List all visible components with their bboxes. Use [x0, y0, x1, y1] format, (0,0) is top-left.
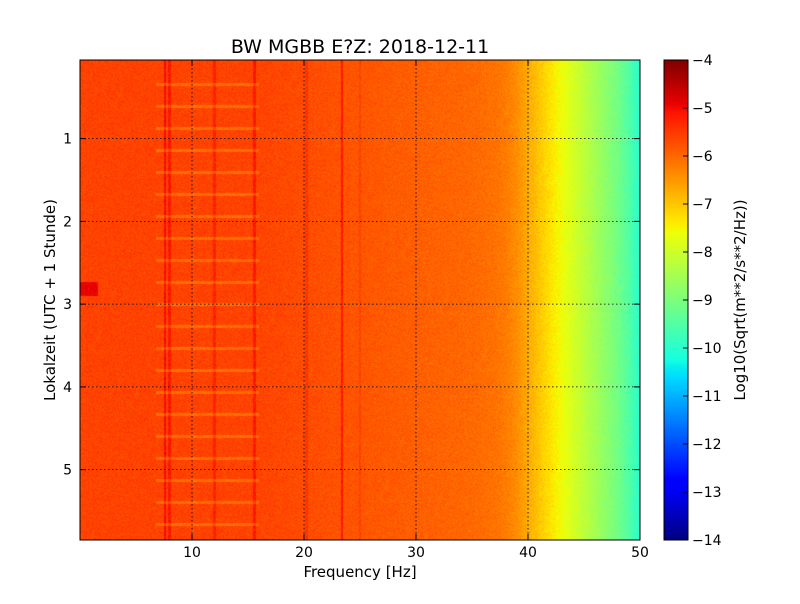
x-tick-label: 50 [631, 545, 649, 561]
x-tick-label: 20 [295, 545, 313, 561]
grid-lines [80, 60, 640, 540]
spectrogram-heatmap [80, 60, 640, 540]
colorbar-tick-label: −10 [692, 341, 722, 357]
y-tick-label: 5 [63, 463, 72, 479]
y-tick-label: 3 [63, 297, 72, 313]
y-axis: 1 2 3 4 5 [63, 132, 640, 479]
colorbar-tick-label: −12 [692, 437, 722, 453]
colorbar-tick-label: −14 [692, 533, 722, 549]
x-tick-label: 40 [519, 545, 537, 561]
colorbar-tick-label: −9 [692, 293, 713, 309]
x-tick-label: 30 [407, 545, 425, 561]
colorbar-tick-label: −5 [692, 101, 713, 117]
spectrogram-plot: 10 20 30 40 50 1 2 3 4 5 [63, 59, 649, 561]
colorbar-tick-label: −4 [692, 53, 713, 69]
x-tick-label: 10 [183, 545, 201, 561]
y-axis-label: Lokalzeit (UTC + 1 Stunde) [41, 199, 59, 401]
colorbar-tick-label: −7 [692, 197, 713, 213]
colorbar: −4 −5 −6 −7 −8 −9 −10 −11 −12 −13 −14 [663, 53, 722, 549]
x-axis: 10 20 30 40 50 [183, 60, 649, 561]
chart-title: BW MGBB E?Z: 2018-12-11 [231, 36, 489, 58]
colorbar-tick-label: −13 [692, 485, 722, 501]
y-tick-label: 1 [63, 132, 72, 148]
plot-frame [79, 59, 641, 541]
colorbar-label: Log10(Sqrt(m**2/s**2/Hz)) [731, 199, 749, 400]
colorbar-ticks: −4 −5 −6 −7 −8 −9 −10 −11 −12 −13 −14 [683, 53, 722, 549]
colorbar-tick-label: −11 [692, 389, 722, 405]
y-tick-label: 2 [63, 214, 72, 230]
colorbar-tick-label: −8 [692, 245, 713, 261]
colorbar-tick-label: −6 [692, 149, 713, 165]
x-axis-label: Frequency [Hz] [303, 563, 416, 581]
y-tick-label: 4 [63, 380, 72, 396]
